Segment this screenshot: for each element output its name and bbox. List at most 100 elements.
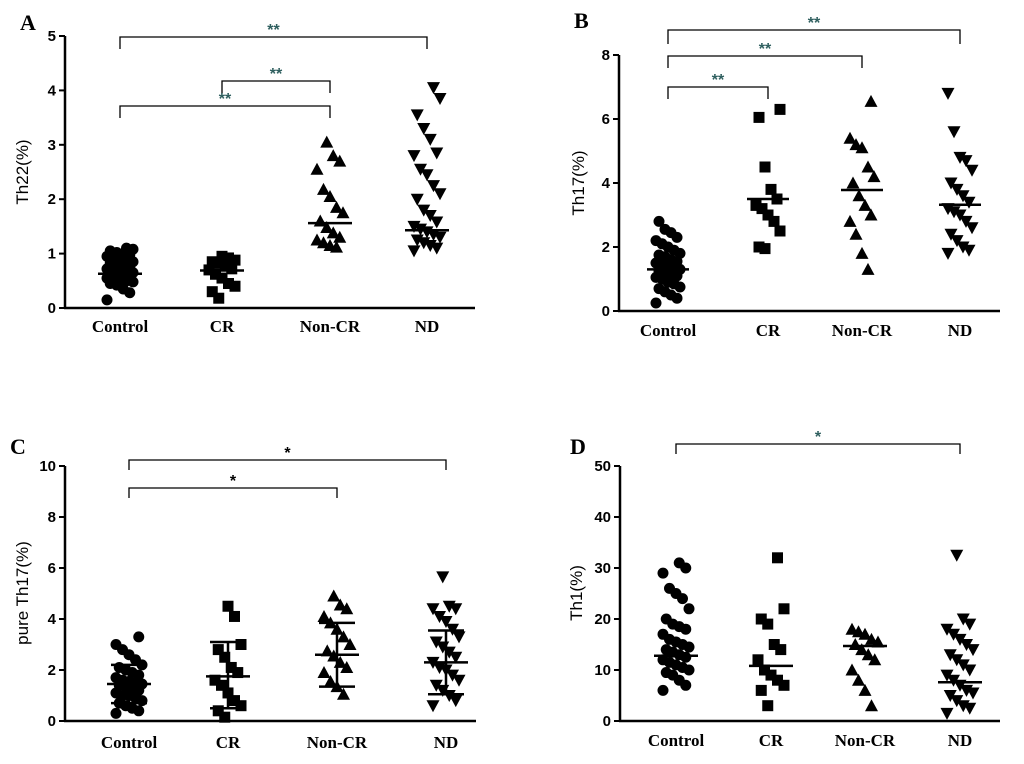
- data-point: [337, 687, 350, 700]
- data-point: [861, 262, 875, 275]
- data-point: [774, 225, 786, 237]
- data-point: [849, 227, 863, 240]
- data-point: [417, 204, 431, 217]
- data-point: [433, 661, 446, 674]
- y-tick-label: 4: [48, 82, 57, 99]
- data-point: [206, 286, 218, 298]
- data-point: [427, 82, 440, 95]
- data-point: [775, 644, 787, 656]
- data-point: [965, 222, 979, 235]
- data-point: [944, 228, 958, 241]
- data-point: [330, 200, 343, 213]
- x-category-label: Control: [640, 321, 697, 340]
- data-point: [941, 247, 955, 260]
- data-point: [223, 252, 234, 264]
- data-point: [310, 233, 324, 246]
- data-point: [865, 699, 878, 712]
- data-point: [657, 654, 669, 666]
- data-point: [324, 674, 337, 687]
- x-category-label: CR: [756, 321, 781, 340]
- data-point: [868, 653, 882, 666]
- data-point: [855, 643, 869, 656]
- data-point: [855, 246, 869, 259]
- data-point: [852, 673, 865, 686]
- data-point: [320, 135, 334, 148]
- data-point: [753, 111, 765, 123]
- y-tick-label: 0: [602, 303, 610, 320]
- data-point: [956, 613, 970, 626]
- significance-label: **: [267, 22, 280, 39]
- data-point: [858, 683, 872, 696]
- y-tick-label: 10: [594, 662, 611, 679]
- data-point: [317, 609, 331, 622]
- data-point: [410, 109, 424, 122]
- data-point: [778, 603, 790, 615]
- data-point: [657, 567, 669, 579]
- data-point: [940, 623, 954, 636]
- data-point: [755, 684, 767, 696]
- data-point: [956, 190, 970, 203]
- significance-bracket: [119, 36, 428, 49]
- y-tick-label: 30: [594, 560, 611, 577]
- data-point: [755, 613, 767, 625]
- data-point: [947, 126, 961, 139]
- data-point: [212, 644, 224, 656]
- data-point: [941, 87, 955, 100]
- x-category-label: CR: [210, 317, 235, 336]
- data-point: [439, 616, 453, 629]
- data-point: [446, 669, 459, 682]
- data-point: [664, 582, 675, 594]
- data-point: [953, 151, 967, 164]
- data-point: [960, 639, 973, 651]
- x-category-label: ND: [415, 317, 440, 336]
- data-point: [121, 242, 132, 254]
- data-point: [768, 639, 780, 650]
- data-point: [317, 666, 331, 679]
- data-point: [950, 549, 964, 562]
- data-point: [442, 600, 456, 613]
- data-point: [320, 220, 334, 233]
- data-point: [950, 235, 964, 248]
- data-point: [430, 147, 444, 160]
- y-tick-label: 8: [602, 47, 610, 64]
- y-axis-title: Th1(%): [567, 565, 586, 621]
- data-point: [660, 644, 672, 656]
- data-point: [333, 230, 347, 243]
- data-point: [232, 667, 244, 679]
- data-point: [417, 122, 431, 135]
- data-point: [653, 215, 665, 227]
- data-point: [772, 674, 783, 686]
- data-point: [337, 630, 350, 643]
- data-point: [843, 131, 857, 144]
- y-tick-label: 1: [48, 246, 56, 263]
- x-category-label: ND: [948, 731, 973, 750]
- data-point: [956, 241, 970, 254]
- y-tick-label: 3: [48, 137, 56, 154]
- data-point: [326, 149, 340, 162]
- significance-label: *: [815, 429, 822, 446]
- significance-label: **: [712, 72, 725, 89]
- data-point: [226, 263, 238, 275]
- data-point: [653, 249, 665, 261]
- data-point: [216, 679, 227, 691]
- data-point: [223, 278, 234, 290]
- panel-letter: D: [570, 434, 586, 459]
- data-point: [313, 214, 327, 227]
- data-point: [433, 610, 446, 623]
- data-point: [852, 189, 866, 202]
- panel-letter: A: [20, 10, 36, 35]
- data-point: [219, 711, 231, 723]
- data-point: [320, 644, 334, 657]
- x-category-label: Non-CR: [835, 731, 896, 750]
- y-tick-label: 2: [48, 662, 56, 679]
- data-point: [429, 679, 443, 692]
- data-point: [407, 150, 421, 163]
- significance-bracket: [667, 55, 863, 68]
- x-category-label: CR: [759, 731, 784, 750]
- data-point: [235, 700, 247, 712]
- y-tick-label: 4: [602, 175, 611, 192]
- data-point: [133, 631, 145, 643]
- data-point: [213, 257, 225, 269]
- data-point: [209, 674, 221, 686]
